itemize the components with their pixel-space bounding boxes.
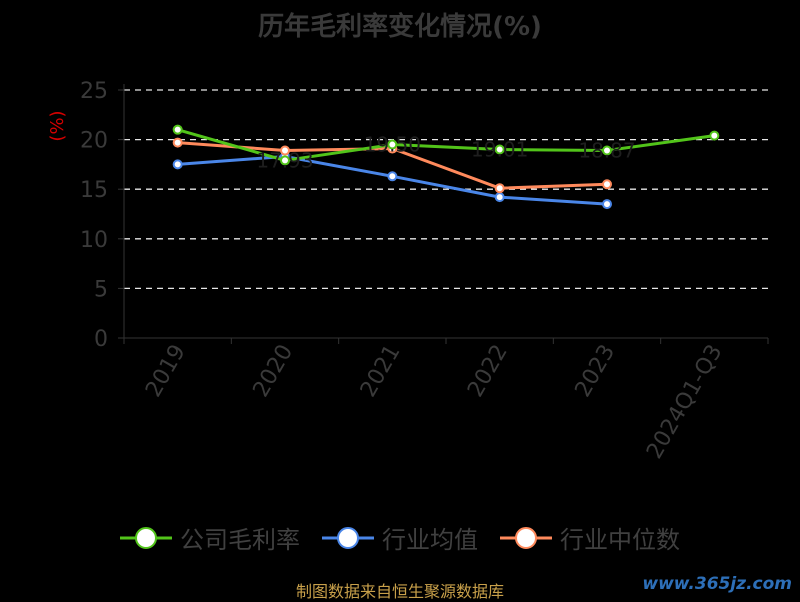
source-note: 制图数据来自恒生聚源数据库 (295, 582, 504, 601)
legend-dot (135, 526, 157, 549)
data-label: 18.87 (578, 139, 635, 163)
data-point (602, 199, 612, 210)
legend-label: 行业中位数 (560, 526, 680, 554)
x-tick-label: 2019 (141, 341, 191, 402)
data-point (172, 159, 183, 170)
legend: 公司毛利率 行业均值 行业中位数 (0, 520, 800, 555)
data-label: 19.50 (364, 133, 421, 157)
y-tick-label: 0 (94, 327, 108, 352)
legend-label: 公司毛利率 (180, 526, 300, 554)
data-point (494, 192, 505, 203)
data-label: 17.93 (256, 148, 313, 172)
legend-dot (515, 526, 537, 549)
data-point (494, 183, 505, 194)
data-point (709, 130, 720, 141)
x-tick-label: 2024Q1-Q3 (642, 341, 727, 464)
legend-label: 行业均值 (382, 526, 478, 554)
data-point (172, 124, 183, 135)
data-point (280, 155, 290, 166)
x-tick-label: 2023 (571, 341, 621, 402)
y-tick-label: 15 (80, 178, 108, 203)
legend-marker-icon (500, 526, 552, 549)
watermark: www.365jz.com (642, 574, 792, 594)
data-point (602, 145, 612, 156)
y-tick-label: 20 (80, 129, 108, 154)
x-tick-label: 2020 (249, 341, 299, 402)
data-point (172, 137, 183, 148)
x-tick-label: 2021 (356, 341, 406, 402)
data-point (387, 171, 398, 182)
series-line (177, 128, 715, 162)
y-axis-label: (%) (47, 110, 68, 141)
x-tick-label: 2022 (463, 340, 513, 401)
legend-marker-icon (120, 526, 172, 549)
data-point (494, 144, 505, 155)
data-point (602, 179, 612, 190)
legend-item[interactable]: 行业中位数 (500, 520, 680, 555)
grid-lines (124, 89, 768, 290)
chart-title: 历年毛利率变化情况(%) (258, 12, 542, 42)
data-point (280, 145, 290, 156)
legend-dot (337, 526, 359, 549)
legend-item[interactable]: 行业均值 (322, 520, 478, 555)
y-tick-label: 10 (80, 228, 108, 253)
legend-marker-icon (322, 526, 374, 549)
y-tick-label: 25 (80, 79, 108, 104)
data-label: 19.01 (471, 138, 528, 162)
data-labels: 17.93 19.50 19.01 18.87 (256, 133, 635, 173)
data-point (387, 139, 398, 150)
legend-item[interactable]: 公司毛利率 (120, 520, 300, 555)
y-tick-label: 5 (94, 277, 108, 302)
series-lines (172, 124, 720, 210)
